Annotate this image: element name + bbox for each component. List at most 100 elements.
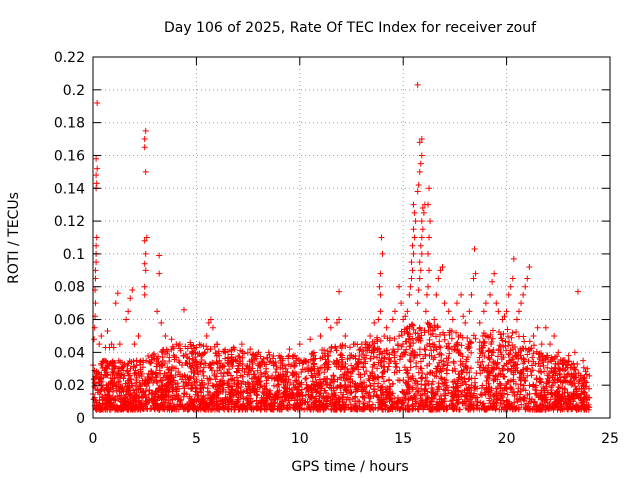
data-point bbox=[387, 357, 394, 364]
data-point bbox=[473, 370, 480, 377]
data-point bbox=[175, 358, 182, 365]
data-point bbox=[289, 391, 296, 398]
data-point bbox=[501, 401, 508, 408]
data-point bbox=[125, 370, 132, 377]
data-point bbox=[572, 383, 579, 390]
data-point bbox=[521, 338, 528, 345]
data-point bbox=[541, 394, 548, 401]
data-point bbox=[162, 332, 169, 339]
data-point bbox=[275, 403, 282, 410]
data-point bbox=[94, 99, 101, 106]
data-point bbox=[560, 377, 567, 384]
data-point bbox=[324, 375, 331, 382]
data-point bbox=[355, 366, 362, 373]
data-point bbox=[466, 338, 473, 345]
data-point bbox=[141, 144, 148, 151]
data-point bbox=[188, 350, 195, 357]
data-point bbox=[207, 316, 214, 323]
data-point bbox=[239, 354, 246, 361]
data-point bbox=[400, 316, 407, 323]
data-point bbox=[376, 283, 383, 290]
data-point bbox=[234, 399, 241, 406]
data-point bbox=[423, 401, 430, 408]
data-point bbox=[509, 329, 516, 336]
data-point bbox=[342, 386, 349, 393]
data-point bbox=[290, 391, 297, 398]
data-point bbox=[569, 403, 576, 410]
data-point bbox=[544, 372, 551, 379]
data-point bbox=[244, 349, 251, 356]
data-point bbox=[259, 359, 266, 366]
data-point bbox=[439, 365, 446, 372]
data-point bbox=[270, 399, 277, 406]
data-point bbox=[109, 404, 116, 411]
data-point bbox=[176, 371, 183, 378]
data-point bbox=[377, 359, 384, 366]
data-point bbox=[165, 383, 172, 390]
data-point bbox=[126, 384, 133, 391]
data-point bbox=[485, 362, 492, 369]
data-point bbox=[176, 341, 183, 348]
tick-labels: 0 5 10 15 20 25 0 0.02 0.04 0.06 0.08 0.1 0.12 0.14 0.… bbox=[54, 50, 619, 447]
data-point bbox=[117, 374, 124, 381]
y-tick-label: 0.2 bbox=[63, 83, 85, 99]
data-point bbox=[217, 397, 224, 404]
data-point bbox=[153, 355, 160, 362]
data-point bbox=[317, 355, 324, 362]
data-point bbox=[332, 402, 339, 409]
data-point bbox=[416, 325, 423, 332]
data-point bbox=[282, 373, 289, 380]
data-point bbox=[337, 351, 344, 358]
data-point bbox=[280, 379, 287, 386]
data-point bbox=[105, 399, 112, 406]
data-point bbox=[407, 352, 414, 359]
data-point bbox=[128, 406, 135, 413]
data-point bbox=[493, 300, 500, 307]
data-point bbox=[187, 339, 194, 346]
data-point bbox=[406, 291, 413, 298]
data-point bbox=[168, 373, 175, 380]
data-point bbox=[499, 394, 506, 401]
data-point bbox=[437, 344, 444, 351]
data-point bbox=[541, 368, 548, 375]
data-point bbox=[188, 385, 195, 392]
data-point bbox=[141, 377, 148, 384]
data-point bbox=[565, 352, 572, 359]
data-point bbox=[412, 396, 419, 403]
data-point bbox=[443, 403, 450, 410]
data-point bbox=[90, 376, 97, 383]
data-point bbox=[387, 395, 394, 402]
data-point bbox=[516, 374, 523, 381]
data-point bbox=[505, 333, 512, 340]
data-point bbox=[444, 384, 451, 391]
data-point bbox=[304, 405, 311, 412]
data-point bbox=[408, 394, 415, 401]
data-point bbox=[186, 360, 193, 367]
data-point bbox=[199, 351, 206, 358]
data-point bbox=[463, 398, 470, 405]
data-point bbox=[495, 308, 502, 315]
data-point bbox=[226, 388, 233, 395]
y-tick-label: 0.08 bbox=[54, 280, 85, 296]
data-point bbox=[425, 201, 432, 208]
data-point bbox=[458, 374, 465, 381]
data-point bbox=[146, 386, 153, 393]
data-point bbox=[416, 334, 423, 341]
data-point bbox=[513, 328, 520, 335]
data-point bbox=[116, 341, 123, 348]
data-point bbox=[494, 384, 501, 391]
data-point bbox=[413, 363, 420, 370]
data-point bbox=[507, 385, 514, 392]
data-point bbox=[367, 355, 374, 362]
data-point bbox=[142, 250, 149, 257]
data-point bbox=[540, 357, 547, 364]
data-point bbox=[529, 367, 536, 374]
data-point bbox=[369, 405, 376, 412]
data-point bbox=[456, 406, 463, 413]
data-point bbox=[426, 336, 433, 343]
data-point bbox=[383, 324, 390, 331]
data-point bbox=[532, 403, 539, 410]
data-point bbox=[139, 388, 146, 395]
data-point bbox=[472, 335, 479, 342]
data-point bbox=[446, 329, 453, 336]
